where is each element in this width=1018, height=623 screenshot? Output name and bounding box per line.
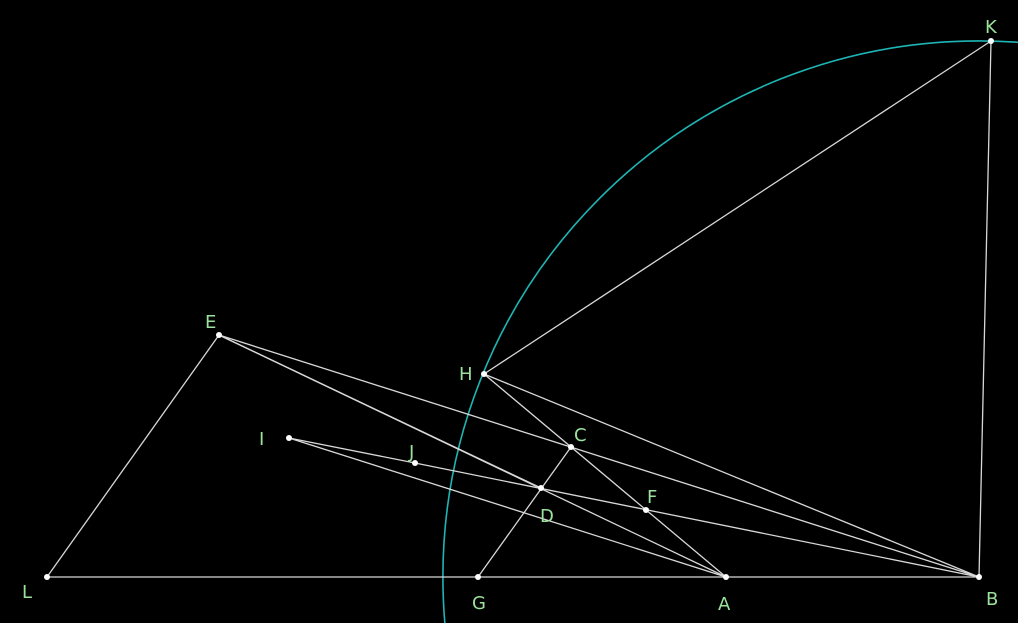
- point-f[interactable]: [643, 507, 649, 513]
- segments-layer: [46, 40, 992, 578]
- label-g: G: [472, 593, 486, 614]
- point-i[interactable]: [286, 435, 292, 441]
- label-h: H: [459, 364, 473, 385]
- point-h[interactable]: [481, 371, 487, 377]
- label-e: E: [205, 312, 216, 333]
- label-l: L: [22, 582, 32, 603]
- segment-ij: [288, 437, 416, 464]
- label-c: C: [574, 425, 587, 446]
- segment-ia: [288, 437, 727, 578]
- label-d: D: [540, 506, 554, 527]
- point-b[interactable]: [976, 574, 982, 580]
- label-i: I: [259, 429, 264, 450]
- segment-ed: [218, 334, 542, 489]
- label-j: J: [408, 442, 414, 463]
- point-c[interactable]: [568, 444, 574, 450]
- label-f: F: [647, 487, 657, 508]
- label-b: B: [986, 589, 998, 610]
- point-l[interactable]: [44, 574, 50, 580]
- points-layer: [44, 38, 994, 580]
- segment-hk: [483, 40, 992, 375]
- point-g[interactable]: [475, 574, 481, 580]
- segment-gc: [477, 446, 572, 578]
- segment-eb: [218, 334, 980, 578]
- segment-ha: [483, 373, 727, 578]
- point-a[interactable]: [723, 574, 729, 580]
- segment-hb: [483, 373, 980, 578]
- point-e[interactable]: [216, 332, 222, 338]
- label-k: K: [985, 17, 998, 38]
- point-j[interactable]: [412, 460, 418, 466]
- segment-kb: [978, 40, 992, 578]
- point-k[interactable]: [988, 38, 994, 44]
- segment-le: [46, 334, 220, 578]
- labels-layer: A B C D E F G H I J K L: [22, 17, 998, 615]
- segment-jb: [414, 462, 980, 578]
- label-a: A: [718, 594, 731, 615]
- point-d[interactable]: [538, 485, 544, 491]
